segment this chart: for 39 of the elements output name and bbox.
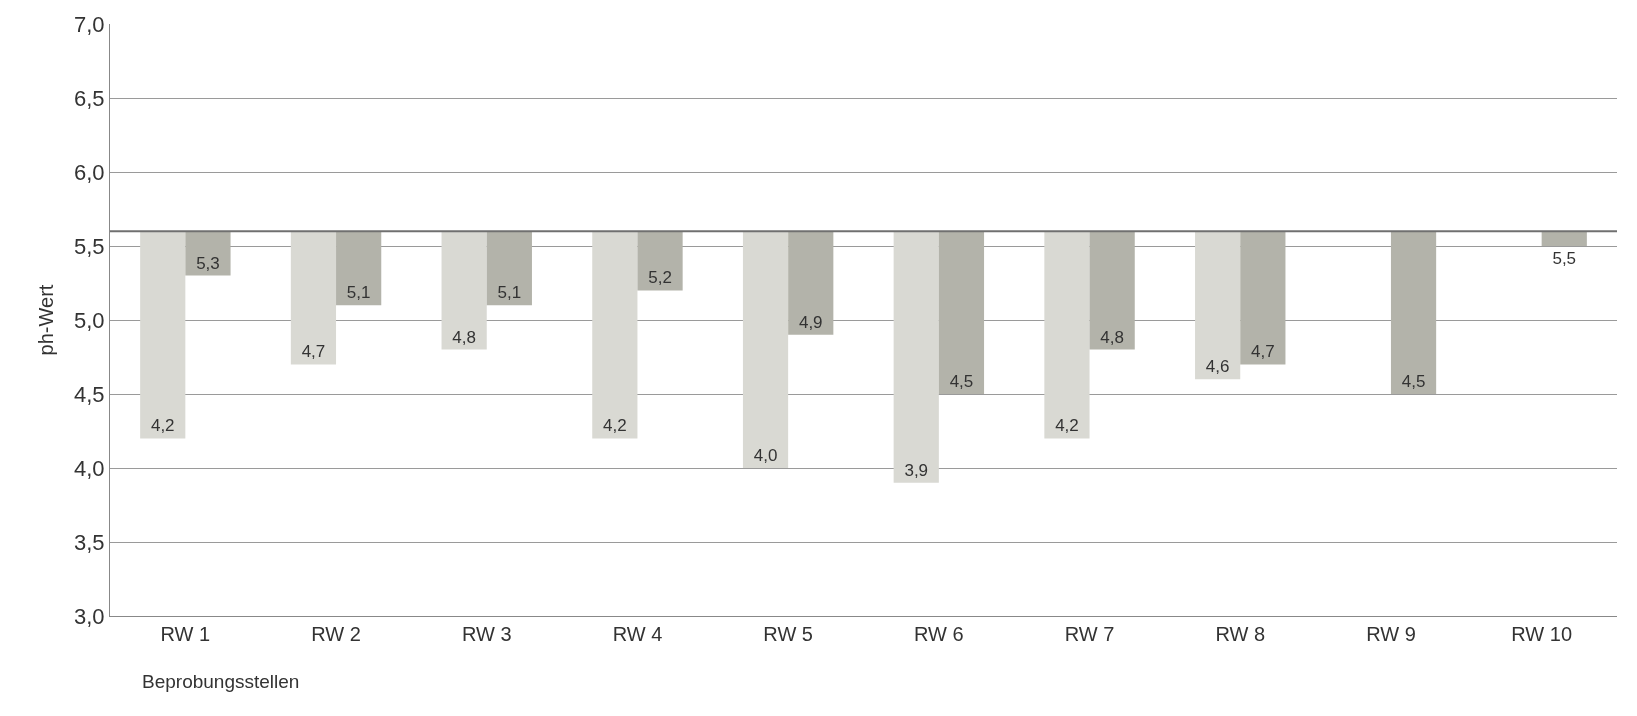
data-label: 4,2 [603, 416, 627, 436]
x-axis-title: Beprobungsstellen [142, 671, 300, 692]
data-label: 4,5 [949, 372, 974, 391]
x-tick-label: RW 1 [160, 623, 211, 645]
y-tick-label: 3,5 [74, 529, 105, 555]
x-tick-label: RW 10 [1511, 623, 1573, 645]
x-tick-label: RW 7 [1064, 623, 1115, 645]
data-label: 5,2 [648, 268, 672, 288]
data-label: 5,3 [196, 253, 220, 273]
y-axis-title: ph-Wert [34, 284, 57, 356]
y-tick-label: 5,5 [74, 233, 105, 259]
data-label: 4,2 [150, 416, 175, 436]
x-tick-label: RW 6 [914, 623, 964, 645]
y-tick-label: 6,0 [74, 159, 105, 185]
data-label: 4,8 [1100, 327, 1124, 347]
data-label: 4,6 [1205, 357, 1230, 377]
x-tick-label: RW 5 [763, 623, 813, 645]
x-tick-label: RW 2 [311, 623, 361, 645]
data-label: 3,9 [904, 460, 929, 480]
x-tick-label: RW 3 [461, 623, 512, 645]
y-tick-label: 4,0 [74, 455, 105, 481]
x-tick-label: RW 4 [612, 623, 663, 645]
x-tick-label: RW 8 [1215, 623, 1266, 645]
data-label: 5,1 [497, 283, 522, 303]
y-tick-label: 6,5 [74, 85, 105, 111]
y-tick-label: 3,0 [74, 603, 105, 629]
data-label: 4,8 [452, 327, 476, 347]
data-label: 5,5 [1552, 249, 1577, 268]
y-tick-label: 4,5 [74, 381, 105, 407]
data-label: 4,7 [301, 342, 326, 362]
data-label: 4,7 [1251, 342, 1275, 362]
y-tick-label: 5,0 [74, 307, 105, 333]
data-label: 5,1 [346, 283, 371, 303]
y-tick-label: 7,0 [74, 11, 105, 37]
data-label: 4,2 [1055, 416, 1079, 436]
x-tick-label: RW 9 [1366, 623, 1416, 645]
data-label: 4,5 [1401, 372, 1426, 391]
data-label: 4,9 [798, 312, 823, 332]
data-label: 4,0 [753, 446, 778, 465]
